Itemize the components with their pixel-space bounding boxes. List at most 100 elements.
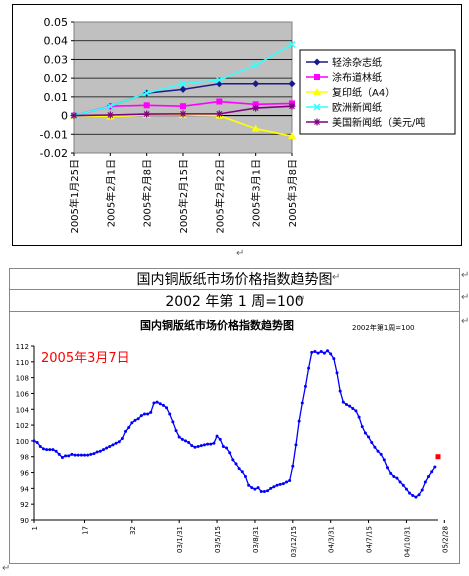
y-tick-label: 96 — [20, 470, 29, 478]
x-tick-label: 2005年1月25日 — [68, 159, 81, 234]
paragraph-mark: ↵ — [461, 316, 469, 327]
data-point — [329, 352, 333, 356]
data-point — [180, 103, 186, 110]
x-tick-label: 04/3/31 — [328, 526, 336, 553]
data-point — [360, 425, 364, 429]
data-point — [341, 400, 345, 404]
y-tick-label: 92 — [20, 501, 29, 509]
data-point — [392, 475, 396, 478]
data-point — [73, 453, 77, 457]
y-tick-label: 102 — [16, 422, 29, 430]
data-point — [187, 440, 191, 444]
data-point — [231, 458, 235, 462]
table-subtitle-cell: 2002 年第 1 周=100 — [9, 290, 460, 312]
table-subtitle: 2002 年第 1 周=100 — [165, 293, 304, 310]
x-tick-label: 04/10/31 — [403, 526, 411, 557]
data-point — [106, 111, 114, 119]
data-point — [414, 495, 418, 499]
data-point — [60, 456, 64, 460]
legend-label: 轻涂杂志纸 — [332, 56, 382, 69]
x-tick-label: 2005年2月1日 — [104, 159, 117, 227]
data-point — [32, 439, 36, 443]
y-tick-label: 0.02 — [44, 72, 69, 85]
data-point — [45, 448, 49, 452]
data-point — [57, 452, 61, 456]
data-point — [288, 80, 296, 88]
data-point — [269, 486, 273, 490]
data-point — [98, 449, 102, 453]
data-point — [228, 451, 232, 455]
data-point — [209, 442, 213, 446]
y-tick-label: 0.01 — [44, 91, 69, 104]
paragraph-mark: ↵ — [461, 292, 469, 303]
data-point — [256, 486, 260, 490]
data-point — [250, 486, 254, 490]
data-point — [430, 470, 434, 474]
data-point — [221, 444, 225, 448]
data-point — [143, 89, 151, 97]
data-point — [307, 366, 311, 370]
data-point — [130, 421, 134, 425]
data-point — [313, 350, 317, 354]
data-point — [401, 483, 405, 487]
y-tick-label: 0 — [61, 110, 68, 123]
data-point — [335, 371, 339, 375]
data-point — [202, 443, 206, 447]
data-point — [240, 470, 244, 474]
coated-paper-index-chart: 国内铜版纸市场价格指数趋势图 2002年第1周=100 112 110 108 106… — [16, 318, 450, 557]
data-point — [165, 406, 169, 410]
data-point — [313, 58, 321, 66]
data-point — [367, 435, 371, 439]
x-tick-label: 17 — [82, 526, 90, 535]
data-point — [310, 350, 314, 354]
data-point — [216, 98, 223, 105]
data-point — [303, 384, 307, 388]
data-point — [243, 475, 247, 478]
index-line — [33, 349, 436, 498]
data-point — [278, 482, 282, 486]
data-point — [357, 415, 361, 419]
data-point — [168, 412, 172, 416]
data-point — [252, 80, 260, 88]
data-point — [379, 452, 383, 456]
data-point — [142, 412, 146, 416]
data-point — [146, 412, 150, 416]
paragraph-mark: ↵ — [297, 294, 306, 305]
data-point — [86, 453, 90, 457]
y-tick-label: 0.03 — [44, 53, 69, 66]
data-point — [408, 491, 412, 495]
data-point — [70, 452, 74, 456]
data-point — [54, 449, 58, 453]
chart-note: 2002年第1周=100 — [352, 323, 415, 332]
data-point — [423, 480, 427, 484]
data-point — [95, 450, 99, 454]
y-tick-label: 98 — [20, 454, 29, 462]
legend-entry: 美国新闻纸（美元/吨 — [306, 116, 425, 129]
data-point — [319, 350, 323, 354]
data-point — [133, 418, 137, 422]
data-point — [291, 464, 295, 468]
data-point — [35, 440, 39, 444]
chart-title: 国内铜版纸市场价格指数趋势图 — [140, 318, 294, 332]
data-point — [120, 437, 124, 441]
data-point — [171, 420, 175, 424]
data-point — [313, 88, 321, 95]
data-point — [363, 431, 367, 435]
data-point — [38, 444, 42, 448]
data-point — [252, 104, 260, 112]
y-tick-label: -0.02 — [40, 147, 68, 160]
data-point — [174, 429, 178, 433]
data-point — [252, 61, 260, 69]
data-point — [149, 410, 153, 414]
legend-label: 欧洲新闻纸 — [332, 101, 382, 114]
data-point — [215, 110, 223, 118]
data-point — [215, 434, 219, 438]
data-point — [124, 429, 128, 433]
legend-label: 复印纸（A4） — [332, 86, 395, 99]
data-point — [300, 401, 304, 405]
y-tick-label: 100 — [16, 438, 29, 446]
y-tick-label: 110 — [16, 359, 29, 367]
data-point — [427, 475, 431, 478]
data-point — [152, 401, 156, 405]
data-point — [332, 357, 336, 361]
